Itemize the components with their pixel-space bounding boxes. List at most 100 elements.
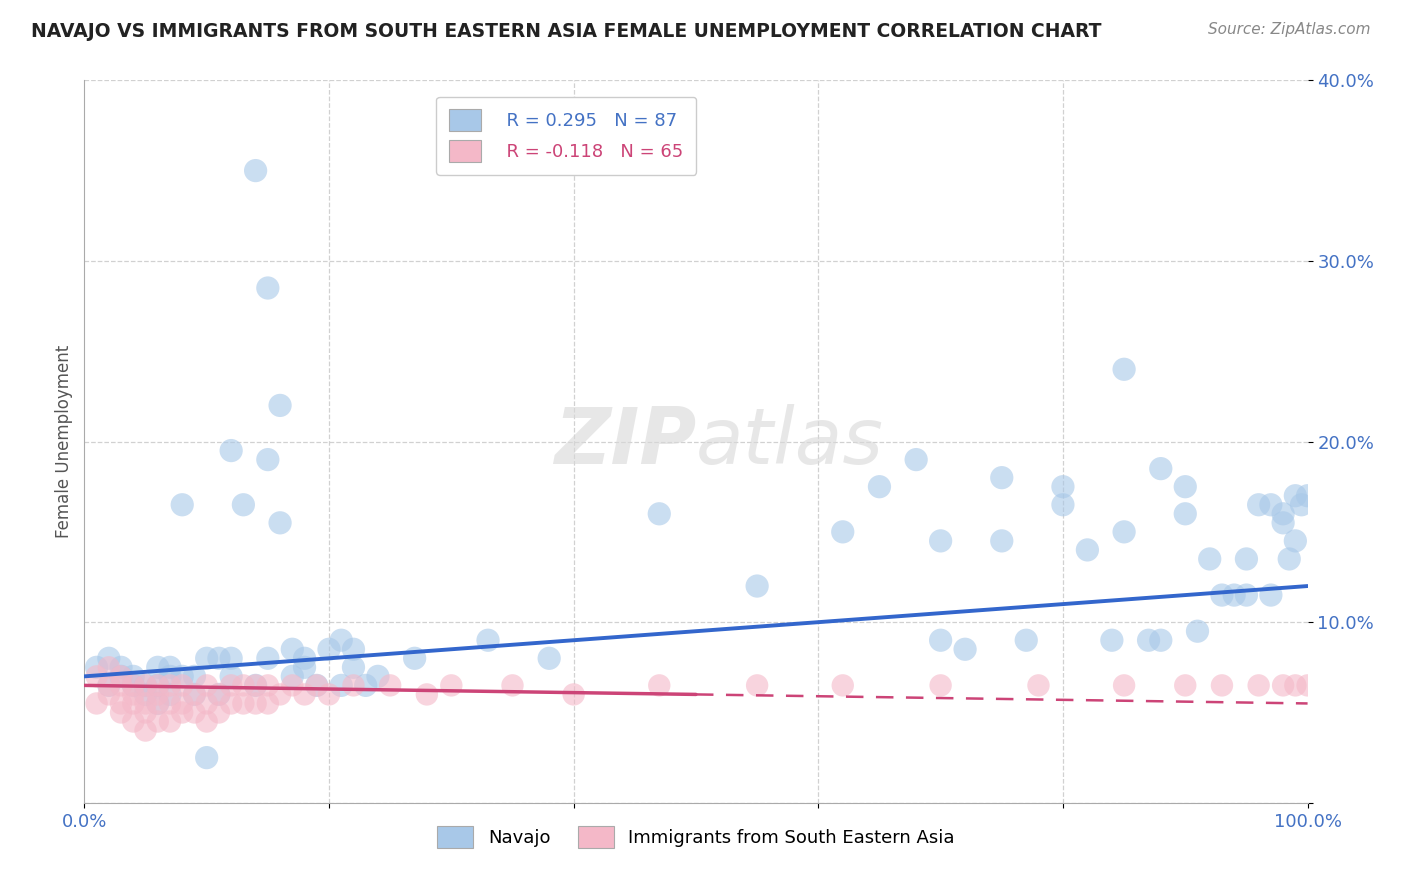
Point [219, 651, 242, 665]
Point [110, 660, 132, 674]
Point [219, 669, 242, 683]
Point [330, 633, 353, 648]
Point [1198, 552, 1220, 566]
Point [294, 651, 316, 665]
Point [294, 687, 316, 701]
Point [1211, 588, 1233, 602]
Point [110, 697, 132, 711]
Point [281, 669, 304, 683]
Point [159, 669, 181, 683]
Point [135, 697, 157, 711]
Point [122, 687, 145, 701]
Point [440, 678, 463, 692]
Point [1174, 678, 1197, 692]
Point [953, 642, 976, 657]
Point [208, 651, 231, 665]
Point [1236, 588, 1258, 602]
Point [122, 697, 145, 711]
Point [281, 678, 304, 692]
Point [86, 669, 108, 683]
Point [97, 678, 120, 692]
Point [1174, 507, 1197, 521]
Point [110, 669, 132, 683]
Point [305, 678, 328, 692]
Point [648, 678, 671, 692]
Point [330, 678, 353, 692]
Point [305, 678, 328, 692]
Point [294, 660, 316, 674]
Point [1101, 633, 1123, 648]
Point [269, 516, 291, 530]
Point [183, 706, 205, 720]
Point [747, 678, 769, 692]
Point [1291, 498, 1313, 512]
Point [929, 533, 952, 548]
Point [86, 660, 108, 674]
Point [502, 678, 524, 692]
Point [110, 706, 132, 720]
Point [342, 642, 364, 657]
Point [1028, 678, 1050, 692]
Point [135, 723, 157, 738]
Point [257, 697, 280, 711]
Point [122, 669, 145, 683]
Point [1052, 498, 1074, 512]
Point [195, 750, 218, 764]
Point [905, 452, 928, 467]
Point [172, 697, 194, 711]
Point [135, 678, 157, 692]
Point [281, 642, 304, 657]
Point [1284, 489, 1306, 503]
Point [110, 669, 132, 683]
Point [1296, 489, 1319, 503]
Point [245, 163, 267, 178]
Point [257, 678, 280, 692]
Point [232, 498, 254, 512]
Point [269, 687, 291, 701]
Point [538, 651, 561, 665]
Point [146, 660, 169, 674]
Point [1114, 524, 1136, 539]
Point [195, 697, 218, 711]
Point [1150, 461, 1173, 475]
Point [172, 678, 194, 692]
Point [1015, 633, 1038, 648]
Point [380, 678, 402, 692]
Point [245, 697, 267, 711]
Point [1187, 624, 1209, 639]
Point [1076, 542, 1098, 557]
Point [159, 714, 181, 729]
Point [122, 714, 145, 729]
Point [146, 678, 169, 692]
Point [146, 697, 169, 711]
Point [354, 678, 377, 692]
Point [146, 714, 169, 729]
Point [122, 678, 145, 692]
Point [159, 697, 181, 711]
Point [929, 678, 952, 692]
Point [183, 669, 205, 683]
Text: Source: ZipAtlas.com: Source: ZipAtlas.com [1208, 22, 1371, 37]
Point [318, 687, 340, 701]
Point [135, 678, 157, 692]
Point [257, 651, 280, 665]
Point [219, 697, 242, 711]
Point [146, 697, 169, 711]
Point [991, 533, 1014, 548]
Point [1150, 633, 1173, 648]
Point [86, 697, 108, 711]
Point [122, 678, 145, 692]
Point [172, 669, 194, 683]
Point [318, 642, 340, 657]
Point [1114, 362, 1136, 376]
Point [477, 633, 499, 648]
Point [1272, 678, 1295, 692]
Point [1137, 633, 1160, 648]
Point [195, 678, 218, 692]
Point [1272, 507, 1295, 521]
Point [1247, 678, 1270, 692]
Point [257, 281, 280, 295]
Point [929, 633, 952, 648]
Point [1211, 678, 1233, 692]
Point [135, 687, 157, 701]
